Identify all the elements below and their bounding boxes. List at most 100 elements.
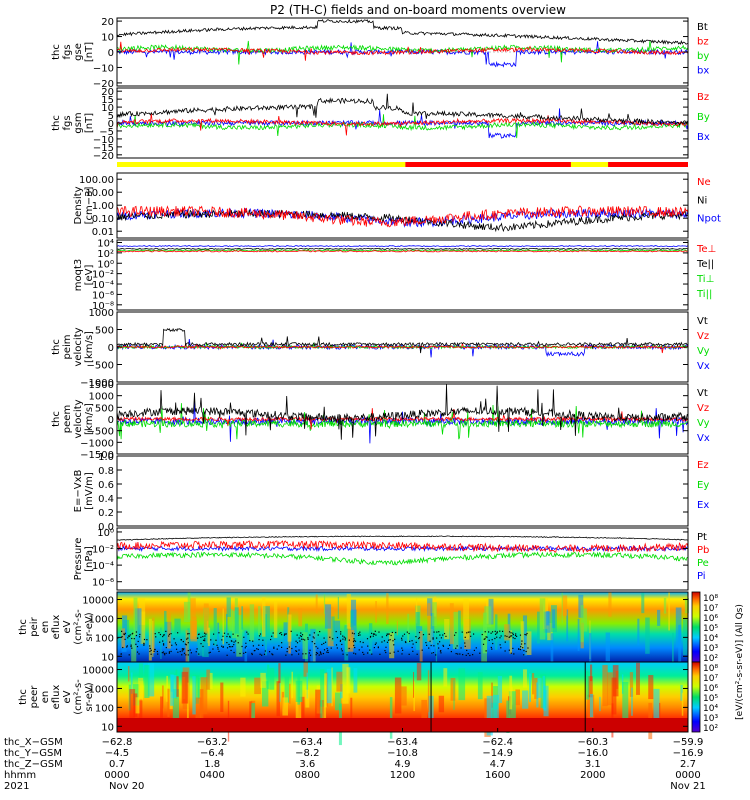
spectrogram-cell <box>523 669 527 688</box>
spectrogram-speck <box>131 647 133 649</box>
spectrogram-cell <box>599 696 601 712</box>
y-axis-label: thcpeerenefluxeV(cm²-s-sr-eV) <box>18 679 95 715</box>
spectrogram-speck <box>245 642 247 644</box>
spectrogram-cell <box>486 695 493 736</box>
spectrogram-speck <box>204 640 206 642</box>
spectrogram-speck <box>415 641 417 644</box>
spectrogram-speck <box>121 630 123 632</box>
spectrogram-cell <box>539 598 546 640</box>
spectrogram-speck <box>295 646 297 648</box>
spectrogram-speck <box>389 639 391 641</box>
spectrogram-speck <box>352 641 355 643</box>
spectrogram-speck <box>342 653 344 655</box>
spectrogram-speck <box>245 651 247 653</box>
spectrogram-cell <box>427 603 431 642</box>
spectrogram-speck <box>470 635 472 637</box>
spectrogram-speck <box>182 640 184 643</box>
spectrogram-speck <box>198 633 200 635</box>
spectrogram-speck <box>504 650 506 652</box>
spectrogram-speck <box>121 636 123 638</box>
spectrogram-speck <box>280 632 282 634</box>
spectrogram-speck <box>467 652 469 655</box>
spectrogram-cell <box>139 698 143 731</box>
spectrogram-speck <box>217 648 219 650</box>
spectrogram-cell <box>648 675 654 700</box>
spectrogram-cell <box>413 681 415 712</box>
legend-entry: Te⊥ <box>696 244 716 255</box>
spectrogram-cell <box>589 693 594 718</box>
spectrogram-cell <box>207 627 211 647</box>
spectrogram-speck <box>233 641 235 643</box>
spectrogram-speck <box>430 644 432 647</box>
spectrogram-speck <box>344 637 347 639</box>
spectrogram-speck <box>359 641 361 643</box>
spectrogram-speck <box>428 633 430 635</box>
spectrogram-speck <box>127 635 130 637</box>
spectrogram-speck <box>473 649 475 652</box>
spectrogram-speck <box>514 634 517 637</box>
spectrogram-speck <box>440 637 443 639</box>
spectrogram-speck <box>162 651 165 653</box>
spectrogram-speck <box>186 638 188 640</box>
spectrogram-speck <box>270 638 272 641</box>
y-axis-label-line: thc <box>18 689 29 705</box>
spectrogram-speck <box>307 637 309 639</box>
y-tick-label: 10.00 <box>85 188 114 199</box>
y-tick-label: 100 <box>95 633 114 644</box>
spectrogram-cell <box>195 675 200 704</box>
spectrogram-speck <box>464 645 466 647</box>
spectrogram-cell <box>449 603 454 645</box>
spectrogram-speck <box>251 653 253 656</box>
spectrogram-speck <box>196 648 198 650</box>
spectrogram-speck <box>383 640 386 642</box>
y-axis-label-line: thc <box>18 619 29 635</box>
legend-entry: Ey <box>697 480 709 491</box>
spectrogram-cell <box>183 601 191 623</box>
y-axis-label: E=−VxB[mV/m] <box>73 470 95 513</box>
y-tick-label: 1500 <box>89 380 114 391</box>
spectrogram-speck <box>162 635 164 638</box>
legend-entry: Ti|| <box>696 289 712 300</box>
spectrogram-speck <box>357 634 360 636</box>
y-axis-label-line: velocity <box>73 327 84 366</box>
spectrogram-speck <box>525 650 527 653</box>
spectrogram-speck <box>436 631 438 633</box>
spectrogram-speck <box>187 642 189 644</box>
spectrogram-speck <box>404 641 407 643</box>
spectrogram-speck <box>513 653 515 655</box>
spectrogram-cell <box>170 674 174 706</box>
spectrogram-speck <box>455 647 457 649</box>
y-axis-label-line: peer <box>29 685 40 709</box>
colorbar <box>691 661 701 733</box>
spectrogram-cell <box>202 631 209 658</box>
spectrogram-speck <box>286 647 288 650</box>
y-tick-label: 1.0 <box>98 452 114 463</box>
y-tick-label: 0 <box>108 48 114 59</box>
spectrogram-cell <box>289 683 291 704</box>
spectrogram-speck <box>263 653 266 655</box>
y-tick-label: −1000 <box>80 438 114 449</box>
spectrogram-cell <box>351 609 357 638</box>
spectrogram-cell <box>121 615 128 641</box>
spectrogram-speck <box>508 649 510 651</box>
spectrogram-speck <box>394 638 396 640</box>
y-tick-label: 0 <box>108 119 114 130</box>
legend-entry: Bt <box>697 22 708 33</box>
spectrogram-speck <box>258 635 261 637</box>
spectrogram-speck <box>358 632 360 635</box>
spectrogram-cell <box>206 669 211 690</box>
spectrogram-cell <box>602 665 608 707</box>
spectrogram-speck <box>494 637 496 640</box>
spectrogram-speck <box>496 632 498 634</box>
spectrogram-cell <box>590 664 593 682</box>
spectrogram-speck <box>288 646 290 648</box>
spectrogram-speck <box>168 652 170 654</box>
spectrogram-cell <box>458 610 461 645</box>
spectrogram-speck <box>298 649 300 651</box>
spectrogram-cell <box>645 617 650 654</box>
y-axis-label-line: thc <box>51 339 62 355</box>
figure-title: P2 (TH-C) fields and on-board moments ov… <box>270 3 566 17</box>
spectrogram-speck <box>204 635 206 637</box>
colorbar <box>691 591 701 663</box>
